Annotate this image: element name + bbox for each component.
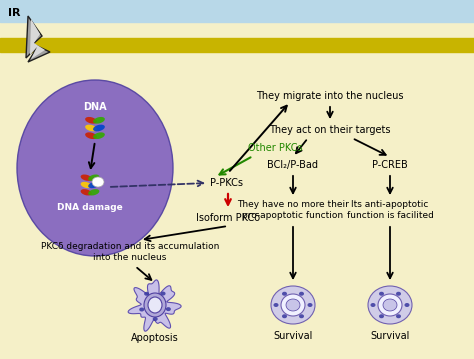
Ellipse shape — [93, 132, 105, 139]
Ellipse shape — [308, 303, 312, 307]
Text: DNA: DNA — [83, 102, 107, 112]
Ellipse shape — [144, 292, 149, 296]
Ellipse shape — [273, 303, 279, 307]
Bar — [0, 38, 474, 52]
Ellipse shape — [144, 293, 166, 317]
Ellipse shape — [92, 177, 104, 187]
Ellipse shape — [396, 292, 401, 296]
Ellipse shape — [85, 125, 97, 131]
Text: Its anti-apoptotic
function is facilited: Its anti-apoptotic function is facilited — [346, 200, 433, 220]
Ellipse shape — [282, 314, 287, 318]
Ellipse shape — [161, 292, 165, 295]
Text: P-CREB: P-CREB — [372, 160, 408, 170]
Ellipse shape — [88, 182, 100, 188]
Polygon shape — [26, 16, 50, 62]
Ellipse shape — [17, 80, 173, 256]
Ellipse shape — [88, 189, 100, 196]
Ellipse shape — [81, 182, 92, 188]
Ellipse shape — [166, 307, 171, 311]
Text: Survival: Survival — [273, 331, 313, 341]
Ellipse shape — [286, 299, 300, 311]
Ellipse shape — [85, 117, 97, 123]
Text: They have no more their
pro-apoptotic function: They have no more their pro-apoptotic fu… — [237, 200, 349, 220]
Text: They act on their targets: They act on their targets — [269, 125, 391, 135]
Ellipse shape — [299, 292, 304, 296]
Text: P-PKCs: P-PKCs — [210, 178, 243, 188]
Ellipse shape — [139, 308, 144, 312]
Text: Apoptosis: Apoptosis — [131, 333, 179, 343]
Ellipse shape — [383, 299, 397, 311]
Text: Isoform PKCδ: Isoform PKCδ — [196, 213, 260, 223]
Ellipse shape — [93, 117, 105, 123]
Ellipse shape — [281, 294, 305, 316]
Text: PKCδ degradation and its accumulation
into the nucleus: PKCδ degradation and its accumulation in… — [41, 242, 219, 262]
Ellipse shape — [282, 292, 287, 296]
Polygon shape — [30, 19, 45, 59]
Ellipse shape — [379, 292, 384, 296]
Ellipse shape — [81, 189, 92, 196]
Ellipse shape — [148, 297, 162, 313]
Ellipse shape — [81, 174, 92, 181]
Text: IR: IR — [8, 8, 20, 18]
Ellipse shape — [378, 294, 402, 316]
Text: They migrate into the nucleus: They migrate into the nucleus — [256, 91, 404, 101]
Ellipse shape — [93, 125, 105, 131]
Text: BCl₂/P-Bad: BCl₂/P-Bad — [267, 160, 319, 170]
Bar — [0, 0, 474, 22]
Ellipse shape — [371, 303, 375, 307]
Ellipse shape — [368, 286, 412, 324]
Polygon shape — [128, 280, 181, 331]
Ellipse shape — [153, 317, 158, 321]
Ellipse shape — [379, 314, 384, 318]
Ellipse shape — [396, 314, 401, 318]
Text: Other PKCs: Other PKCs — [248, 143, 302, 153]
Ellipse shape — [85, 132, 97, 139]
Ellipse shape — [299, 314, 304, 318]
Ellipse shape — [271, 286, 315, 324]
Ellipse shape — [88, 174, 100, 181]
Text: Survival: Survival — [370, 331, 410, 341]
Text: DNA damage: DNA damage — [57, 203, 123, 212]
Ellipse shape — [404, 303, 410, 307]
